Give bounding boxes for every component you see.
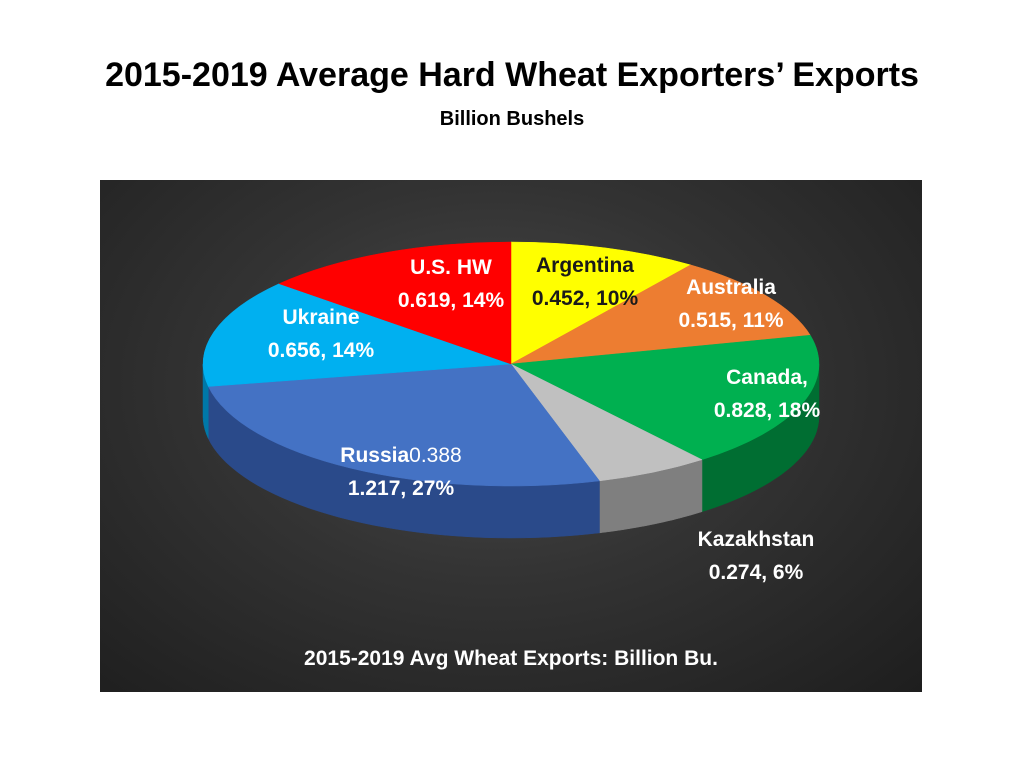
slide-title: 2015-2019 Average Hard Wheat Exporters’ … (105, 56, 919, 94)
pie-label-u-s-hw: U.S. HW 0.619, 14% (398, 256, 505, 312)
pie-slice-argentina (510, 241, 692, 365)
pie-label-ukraine: Ukraine 0.656, 14% (268, 306, 375, 362)
pie-label-russia: Russia0.388 1.217, 27% (340, 444, 461, 500)
pie-label-canada: Canada, 0.828, 18% (714, 366, 821, 422)
pie-chart: Argentina 0.452, 10% Australia 0.515, 11% Ca… (202, 241, 821, 584)
pie-label-kazakhstan: Kazakhstan 0.274, 6% (698, 528, 815, 584)
pie-slices (202, 241, 820, 487)
pie-slice-canada (510, 334, 820, 460)
pie-slice-u-s-hw (278, 241, 512, 365)
pie-label-australia: Australia 0.515, 11% (678, 276, 783, 332)
pie-label-argentina: Argentina 0.452, 10% (532, 254, 639, 310)
pie-slice-australia (510, 264, 811, 365)
slide-subtitle: Billion Bushels (439, 108, 585, 130)
chart-caption: 2015-2019 Avg Wheat Exports: Billion Bu. (304, 647, 718, 670)
pie-labels: Argentina 0.452, 10% Australia 0.515, 11% Ca… (268, 254, 821, 584)
pie-slice-ukraine (202, 283, 512, 387)
pie-chart-panel: Argentina 0.452, 10% Australia 0.515, 11% Ca… (100, 180, 922, 692)
pie-slice-russia (207, 363, 600, 487)
